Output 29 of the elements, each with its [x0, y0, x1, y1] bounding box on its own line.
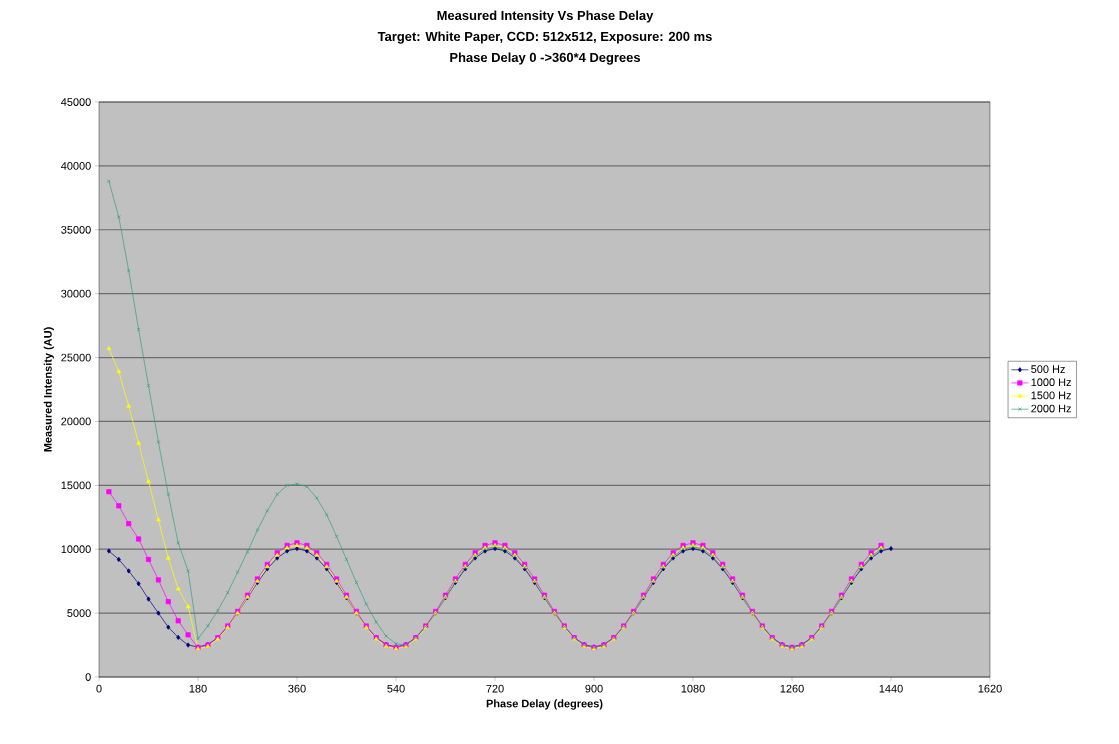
- x-tick-label: 0: [96, 684, 102, 693]
- x-tick-label: 1080: [681, 684, 705, 693]
- y-axis-title: Measured Intensity (AU): [43, 327, 54, 452]
- y-tick-label: 0: [85, 673, 91, 681]
- x-tick-label: 900: [585, 684, 603, 693]
- legend-label: 2000 Hz: [1031, 404, 1071, 413]
- y-tick-label: 5000: [67, 609, 91, 617]
- legend-label: 1000 Hz: [1031, 378, 1071, 387]
- y-tick-label: 30000: [61, 289, 91, 298]
- legend-label: 500 Hz: [1031, 365, 1065, 373]
- legend-label: 1500 Hz: [1031, 391, 1071, 400]
- y-tick-label: 25000: [61, 353, 91, 362]
- text: Phase Delay 0 ->360*4 Degrees: [450, 52, 641, 65]
- x-tick-label: 540: [387, 684, 405, 693]
- chart-title: Measured Intensity Vs Phase Delay: [437, 10, 654, 23]
- chart-subtitle: Target: White Paper, CCD: 512x512, Exposure: 200 ms: [377, 31, 712, 44]
- y-tick-label: 10000: [61, 545, 91, 554]
- y-tick-label: 40000: [61, 162, 91, 170]
- x-tick-label: 180: [189, 684, 207, 693]
- x-tick-label: 1440: [879, 684, 903, 693]
- x-tick-label: 1620: [978, 684, 1002, 693]
- y-tick-label: 35000: [61, 225, 91, 234]
- x-axis-title: Phase Delay (degrees): [486, 699, 603, 710]
- y-tick-label: 45000: [61, 98, 91, 106]
- x-tick-label: 360: [288, 684, 306, 693]
- y-tick-label: 15000: [61, 481, 91, 490]
- y-tick-label: 20000: [61, 417, 91, 426]
- x-tick-label: 1260: [780, 684, 804, 693]
- x-tick-label: 720: [486, 684, 504, 693]
